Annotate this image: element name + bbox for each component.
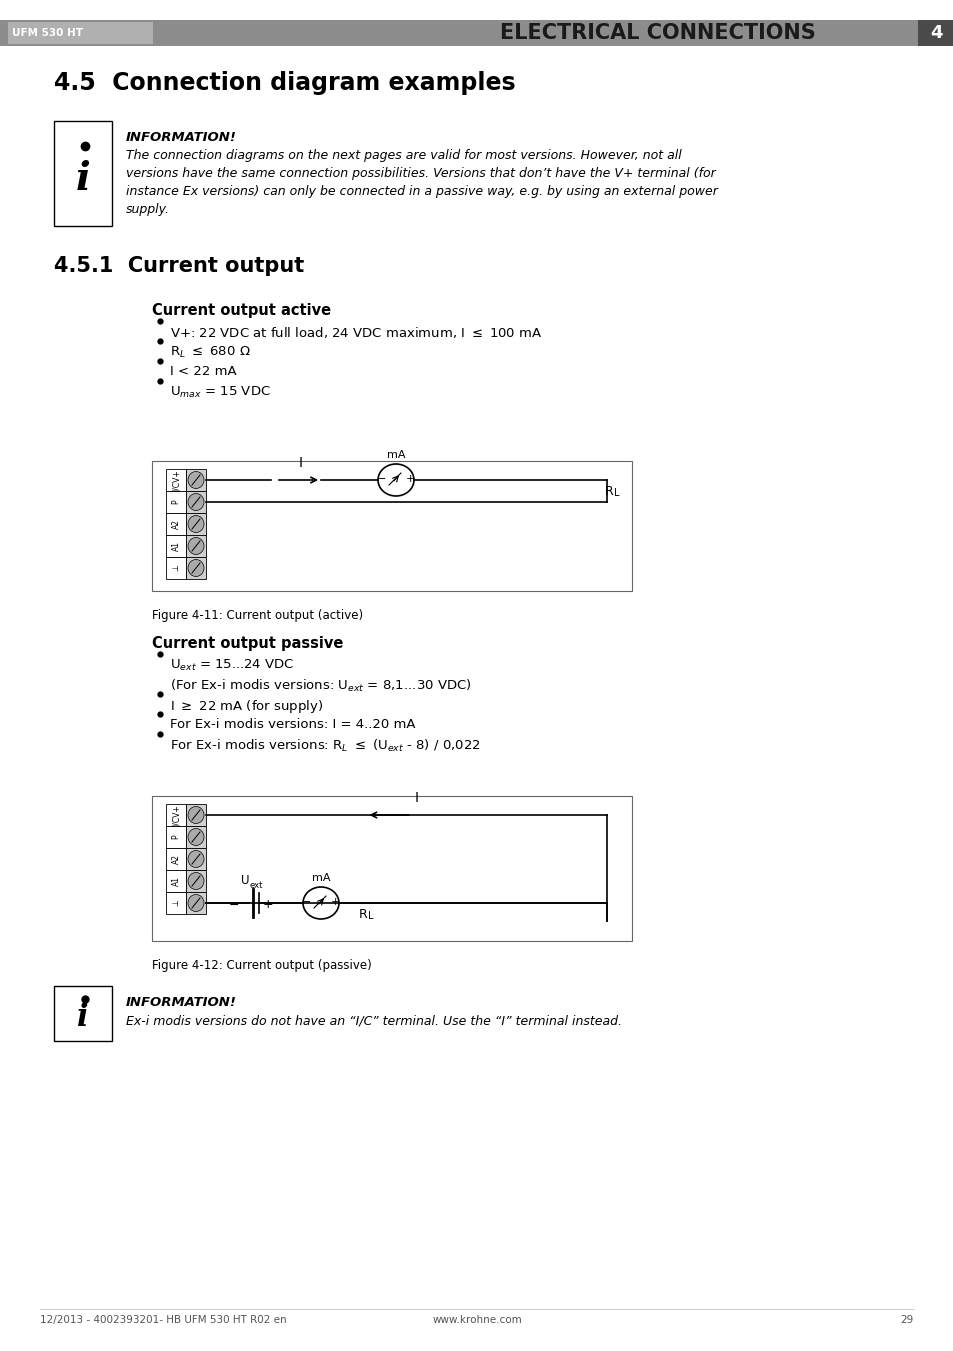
Text: 4: 4 bbox=[929, 24, 942, 42]
Ellipse shape bbox=[303, 888, 338, 919]
Text: 12/2013 - 4002393201- HB UFM 530 HT R02 en: 12/2013 - 4002393201- HB UFM 530 HT R02 … bbox=[40, 1315, 286, 1325]
Ellipse shape bbox=[188, 538, 204, 554]
Bar bbox=[166, 848, 186, 870]
Text: i: i bbox=[75, 159, 91, 197]
Bar bbox=[54, 986, 112, 1042]
Bar bbox=[166, 535, 186, 557]
Ellipse shape bbox=[188, 493, 204, 511]
Ellipse shape bbox=[188, 828, 204, 846]
Bar bbox=[186, 870, 206, 892]
Text: ext: ext bbox=[250, 881, 263, 890]
Bar bbox=[186, 535, 206, 557]
Text: P: P bbox=[172, 835, 180, 839]
Text: I $\geq$ 22 mA (for supply): I $\geq$ 22 mA (for supply) bbox=[170, 698, 323, 715]
Bar bbox=[186, 848, 206, 870]
Bar bbox=[186, 513, 206, 535]
Bar bbox=[152, 796, 631, 942]
Text: U$_{max}$ = 15 VDC: U$_{max}$ = 15 VDC bbox=[170, 385, 271, 400]
Bar bbox=[0, 20, 953, 46]
Text: R: R bbox=[604, 485, 613, 499]
Text: (For Ex-i modis versions: U$_{ext}$ = 8,1...30 VDC): (For Ex-i modis versions: U$_{ext}$ = 8,… bbox=[170, 678, 471, 694]
Ellipse shape bbox=[188, 471, 204, 489]
Text: L: L bbox=[368, 911, 374, 921]
Ellipse shape bbox=[188, 807, 204, 824]
Text: The connection diagrams on the next pages are valid for most versions. However, : The connection diagrams on the next page… bbox=[126, 149, 681, 162]
Bar bbox=[54, 122, 112, 226]
Text: 4.5  Connection diagram examples: 4.5 Connection diagram examples bbox=[54, 72, 515, 95]
Text: mA: mA bbox=[386, 450, 405, 459]
Text: +: + bbox=[405, 474, 415, 484]
Bar bbox=[166, 870, 186, 892]
Bar bbox=[186, 557, 206, 580]
Text: For Ex-i modis versions: I = 4..20 mA: For Ex-i modis versions: I = 4..20 mA bbox=[170, 717, 416, 731]
Text: U: U bbox=[241, 874, 250, 888]
Bar bbox=[152, 461, 631, 590]
Bar bbox=[166, 490, 186, 513]
Bar bbox=[166, 469, 186, 490]
Text: −: − bbox=[229, 898, 239, 912]
Text: instance Ex versions) can only be connected in a passive way, e.g. by using an e: instance Ex versions) can only be connec… bbox=[126, 185, 717, 199]
Text: V+: 22 VDC at full load, 24 VDC maximum, I $\leq$ 100 mA: V+: 22 VDC at full load, 24 VDC maximum,… bbox=[170, 326, 542, 340]
Text: ⊥: ⊥ bbox=[172, 900, 180, 907]
Ellipse shape bbox=[377, 463, 414, 496]
Text: +: + bbox=[330, 897, 339, 907]
Text: 4.5.1  Current output: 4.5.1 Current output bbox=[54, 255, 304, 276]
Text: ⊥: ⊥ bbox=[172, 565, 180, 571]
Text: A2: A2 bbox=[172, 519, 180, 530]
Text: I < 22 mA: I < 22 mA bbox=[170, 365, 236, 378]
Text: INFORMATION!: INFORMATION! bbox=[126, 131, 236, 145]
Text: A1: A1 bbox=[172, 540, 180, 551]
Text: 29: 29 bbox=[900, 1315, 913, 1325]
Text: U$_{ext}$ = 15...24 VDC: U$_{ext}$ = 15...24 VDC bbox=[170, 658, 294, 673]
Text: Figure 4-11: Current output (active): Figure 4-11: Current output (active) bbox=[152, 609, 363, 621]
Bar bbox=[186, 825, 206, 848]
Text: L: L bbox=[614, 488, 618, 499]
Bar bbox=[186, 892, 206, 915]
Ellipse shape bbox=[188, 516, 204, 532]
Text: −: − bbox=[377, 474, 386, 484]
Bar bbox=[8, 22, 152, 45]
Bar bbox=[166, 825, 186, 848]
Text: R: R bbox=[358, 908, 367, 921]
Bar bbox=[186, 490, 206, 513]
Text: I/CV+: I/CV+ bbox=[172, 469, 180, 490]
Ellipse shape bbox=[188, 873, 204, 889]
Bar bbox=[186, 804, 206, 825]
Text: www.krohne.com: www.krohne.com bbox=[432, 1315, 521, 1325]
Text: +: + bbox=[263, 898, 274, 912]
Bar bbox=[166, 892, 186, 915]
Text: A1: A1 bbox=[172, 875, 180, 886]
Bar bbox=[186, 469, 206, 490]
Text: P: P bbox=[172, 500, 180, 504]
Text: Current output passive: Current output passive bbox=[152, 636, 343, 651]
Text: R$_L$ $\leq$ 680 $\Omega$: R$_L$ $\leq$ 680 $\Omega$ bbox=[170, 345, 251, 361]
Text: A2: A2 bbox=[172, 854, 180, 865]
Text: −: − bbox=[302, 897, 312, 907]
Bar bbox=[917, 20, 953, 46]
Text: I: I bbox=[414, 790, 418, 805]
Text: Current output active: Current output active bbox=[152, 303, 331, 317]
Bar bbox=[166, 513, 186, 535]
Bar bbox=[166, 557, 186, 580]
Text: Ex-i modis versions do not have an “I/C” terminal. Use the “I” terminal instead.: Ex-i modis versions do not have an “I/C”… bbox=[126, 1015, 621, 1027]
Text: Figure 4-12: Current output (passive): Figure 4-12: Current output (passive) bbox=[152, 959, 372, 971]
Ellipse shape bbox=[188, 851, 204, 867]
Text: versions have the same connection possibilities. Versions that don’t have the V+: versions have the same connection possib… bbox=[126, 168, 715, 180]
Text: I/CV+: I/CV+ bbox=[172, 804, 180, 825]
Ellipse shape bbox=[188, 894, 204, 912]
Text: mA: mA bbox=[312, 873, 330, 884]
Text: i: i bbox=[77, 1002, 89, 1034]
Text: INFORMATION!: INFORMATION! bbox=[126, 996, 236, 1009]
Ellipse shape bbox=[188, 559, 204, 577]
Text: For Ex-i modis versions: R$_L$ $\leq$ (U$_{ext}$ - 8) / 0,022: For Ex-i modis versions: R$_L$ $\leq$ (U… bbox=[170, 738, 480, 754]
Bar bbox=[166, 804, 186, 825]
Text: I: I bbox=[298, 457, 303, 470]
Text: UFM 530 HT: UFM 530 HT bbox=[12, 28, 83, 38]
Text: ELECTRICAL CONNECTIONS: ELECTRICAL CONNECTIONS bbox=[499, 23, 815, 43]
Text: supply.: supply. bbox=[126, 203, 170, 216]
